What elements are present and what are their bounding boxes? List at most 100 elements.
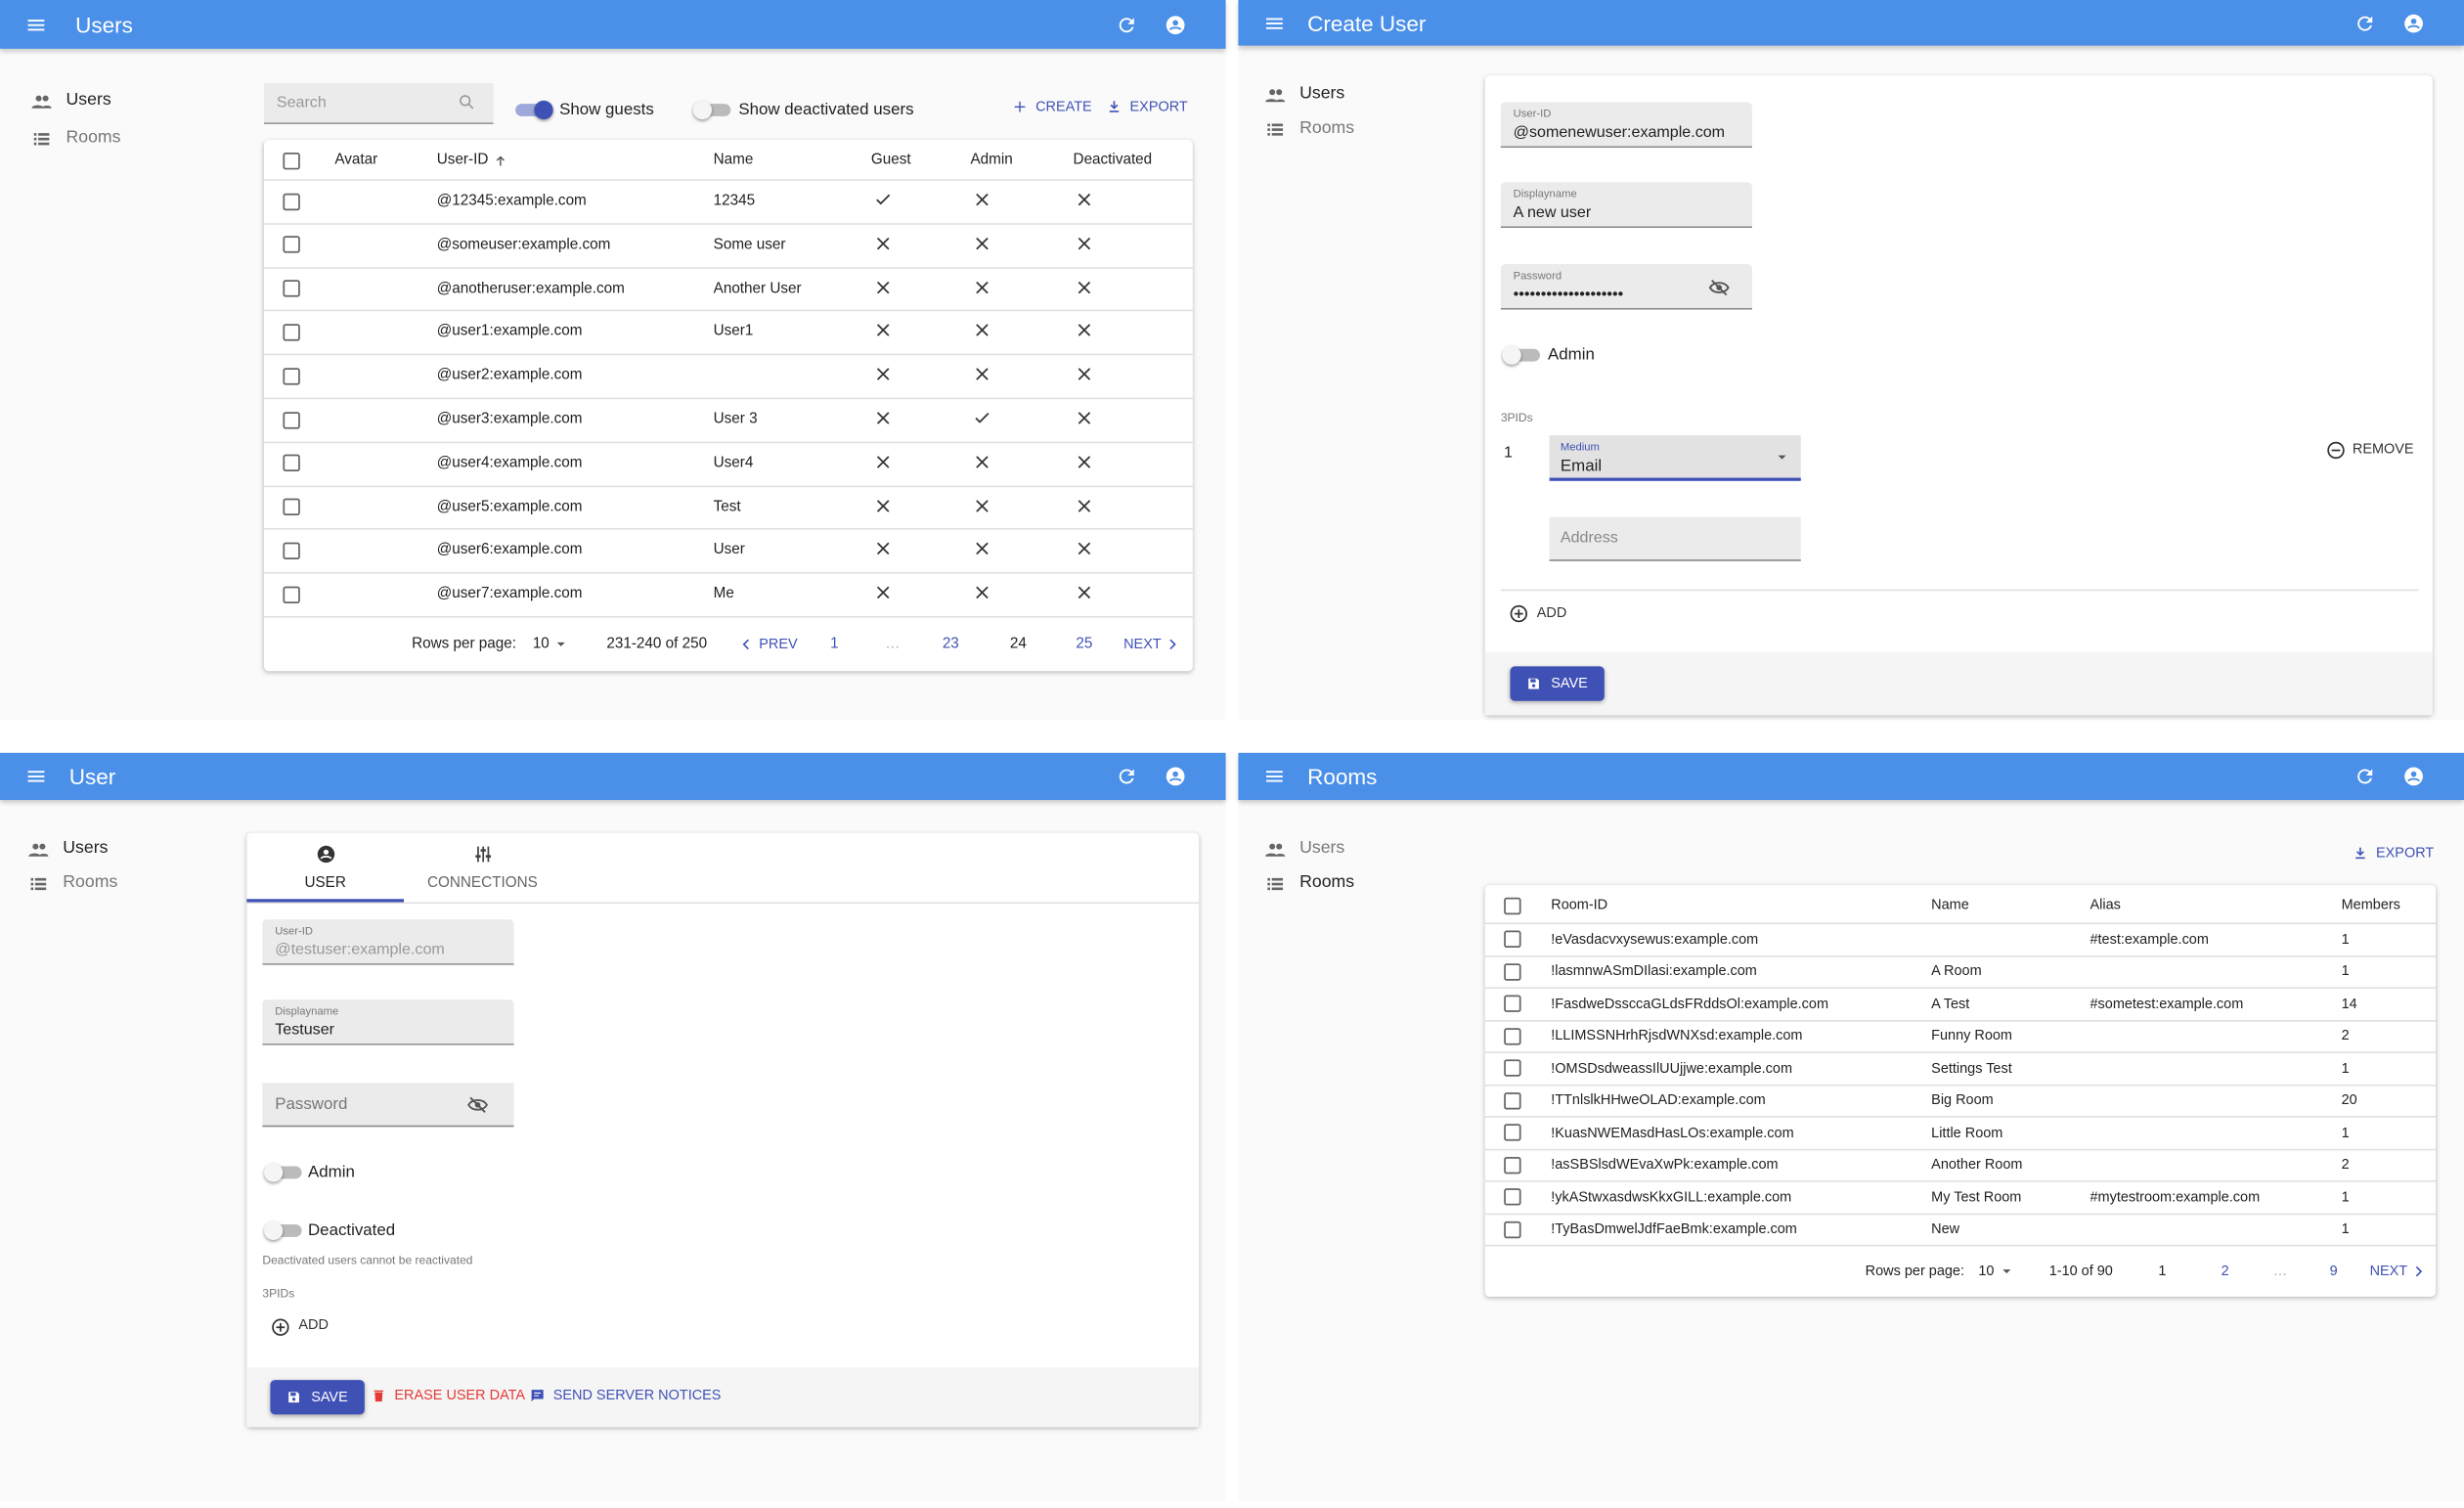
add-button[interactable]: ADD [1536, 603, 1567, 621]
column-header: Name [713, 151, 754, 169]
flag-icon [876, 237, 890, 250]
text-field[interactable] [1549, 516, 1801, 561]
notices-button[interactable]: SEND SERVER NOTICES [552, 1387, 722, 1403]
text-field[interactable] [262, 919, 514, 965]
room-members: 1 [2341, 1124, 2350, 1140]
row-divider [1484, 1212, 2437, 1215]
page-button[interactable]: 2 [2221, 1263, 2229, 1279]
remove-button[interactable]: REMOVE [2352, 440, 2414, 457]
next-button[interactable]: NEXT [2369, 1263, 2408, 1279]
room-members: 1 [2341, 1059, 2350, 1076]
nav-item[interactable]: Users [66, 90, 111, 110]
checkbox[interactable] [1502, 994, 1522, 1014]
checkbox[interactable] [281, 191, 301, 211]
checkbox[interactable] [281, 497, 301, 517]
save-button[interactable] [1510, 666, 1605, 701]
toggle-label: Admin [1548, 345, 1595, 365]
nav-item[interactable]: Users [1299, 838, 1345, 858]
tab[interactable]: USER [304, 873, 346, 892]
user-name: Me [713, 585, 734, 603]
checkbox[interactable] [1502, 1154, 1522, 1175]
flag-icon [876, 543, 890, 555]
export-button[interactable]: EXPORT [2375, 844, 2435, 861]
checkbox[interactable] [281, 279, 301, 299]
checkbox[interactable] [1502, 1219, 1522, 1239]
checkbox[interactable] [281, 322, 301, 342]
nav-item[interactable]: Users [63, 838, 109, 858]
checkbox[interactable] [281, 584, 301, 604]
column-header: Members [2341, 896, 2400, 912]
column-header: Deactivated [1073, 151, 1153, 169]
page-button[interactable]: 25 [1076, 635, 1093, 653]
room-id: !OMSDsdweassIlUUjjwe:example.com [1551, 1059, 1793, 1076]
search-field[interactable] [263, 83, 494, 124]
nav-item[interactable]: Users [1299, 83, 1345, 104]
flag-icon [976, 586, 989, 599]
flag-icon [976, 237, 989, 250]
erase-button[interactable]: ERASE USER DATA [394, 1387, 526, 1403]
room-id: !lasmnwASmDIlasi:example.com [1551, 962, 1757, 979]
room-members: 1 [2341, 962, 2350, 979]
checkbox[interactable] [281, 366, 301, 386]
rows-per-page[interactable]: 10 [532, 635, 550, 653]
nav-item[interactable]: Rooms [1299, 118, 1355, 138]
tab[interactable]: CONNECTIONS [426, 873, 538, 892]
toggle-label: Admin [307, 1162, 355, 1182]
page-button[interactable]: 23 [942, 635, 959, 653]
checkbox[interactable] [1502, 929, 1522, 950]
text-field[interactable] [1500, 102, 1752, 149]
user-id: @user4:example.com [436, 454, 583, 472]
page-button[interactable]: 24 [1009, 635, 1027, 653]
flag-icon [1078, 281, 1091, 293]
text-field[interactable] [262, 1083, 514, 1128]
checkbox[interactable] [1502, 1026, 1522, 1046]
add-button[interactable]: ADD [298, 1315, 329, 1333]
create-button[interactable]: CREATE [1035, 98, 1092, 114]
app-title: Users [75, 12, 133, 37]
page-button[interactable]: … [885, 635, 901, 653]
save-button[interactable] [270, 1380, 365, 1415]
column-header: User-ID [436, 151, 489, 169]
page-button[interactable]: 9 [2329, 1263, 2338, 1279]
checkbox[interactable] [281, 235, 301, 255]
text-field[interactable] [262, 999, 514, 1045]
checkbox[interactable] [1502, 1122, 1522, 1142]
nav-item[interactable]: Rooms [1299, 872, 1355, 893]
room-name: Settings Test [1931, 1059, 2012, 1076]
field-placeholder: Password [275, 1094, 348, 1115]
flag-icon [876, 368, 890, 381]
toolbar [1484, 651, 2433, 716]
row-divider [1484, 954, 2437, 956]
sort-icon [495, 155, 505, 165]
page-button[interactable]: 1 [2158, 1263, 2167, 1279]
divider [1500, 589, 2419, 592]
checkbox[interactable] [281, 541, 301, 561]
room-members: 14 [2341, 995, 2357, 1011]
text-field[interactable] [1500, 182, 1752, 229]
row-divider [1484, 1019, 2437, 1021]
select-field[interactable] [1549, 435, 1801, 481]
nav-item[interactable]: Rooms [63, 872, 118, 893]
row-divider [263, 179, 1193, 181]
flag-icon [976, 324, 989, 337]
checkbox[interactable] [1502, 961, 1522, 982]
nav-item[interactable]: Rooms [66, 127, 121, 148]
rows-per-page[interactable]: 10 [1978, 1263, 1995, 1279]
page-button[interactable]: 1 [830, 635, 839, 653]
user-id: @someuser:example.com [436, 236, 611, 253]
page-button[interactable]: … [2272, 1263, 2288, 1279]
export-button[interactable]: EXPORT [1129, 98, 1188, 114]
checkbox[interactable] [281, 453, 301, 473]
checkbox[interactable] [1502, 1090, 1522, 1111]
checkbox[interactable] [281, 410, 301, 430]
checkbox[interactable] [1502, 1186, 1522, 1207]
flag-icon [1078, 543, 1091, 555]
refresh-icon [1119, 17, 1134, 32]
toggle-label: Deactivated [307, 1220, 396, 1240]
user-id: @user5:example.com [436, 498, 583, 515]
app-bar [1238, 752, 2464, 801]
flag-icon [876, 194, 891, 205]
checkbox[interactable] [1502, 1058, 1522, 1079]
next-button[interactable]: NEXT [1123, 636, 1162, 652]
prev-button[interactable]: PREV [759, 636, 798, 652]
